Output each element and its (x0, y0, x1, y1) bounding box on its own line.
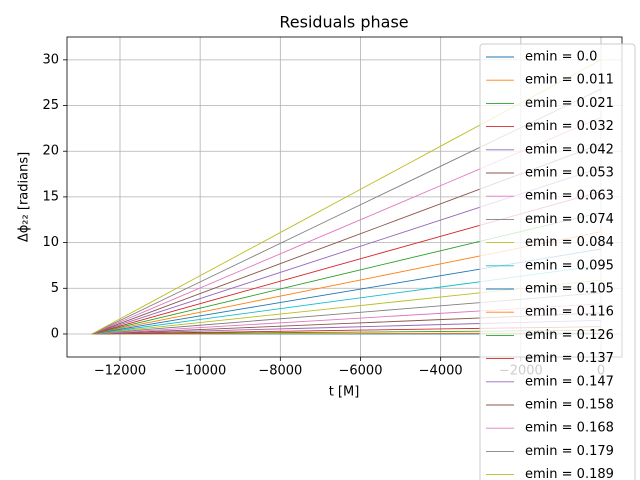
x-tick-label: −8000 (258, 364, 302, 379)
y-tick-label: 20 (42, 144, 59, 159)
x-tick-label: −10000 (174, 364, 226, 379)
legend-label: emin = 0.0 (525, 50, 597, 65)
legend-box (479, 43, 636, 480)
legend-label: emin = 0.074 (525, 212, 614, 227)
legend-label: emin = 0.147 (525, 374, 614, 389)
y-tick-label: 25 (42, 98, 59, 113)
legend-label: emin = 0.011 (525, 73, 614, 88)
legend-label: emin = 0.189 (525, 467, 614, 480)
legend-label: emin = 0.158 (525, 398, 614, 413)
chart-title: Residuals phase (279, 13, 408, 32)
x-tick-label: −6000 (339, 364, 383, 379)
x-axis-label: t [M] (329, 385, 360, 400)
legend-label: emin = 0.021 (525, 96, 614, 111)
legend: emin = 0.0 emin = 0.011 emin = 0.021 emin =… (479, 43, 636, 480)
legend-label: emin = 0.168 (525, 421, 614, 436)
y-tick-label: 30 (42, 52, 59, 67)
legend-label: emin = 0.032 (525, 119, 614, 134)
y-tick-label: 5 (51, 281, 59, 296)
legend-label: emin = 0.084 (525, 235, 614, 250)
legend-label: emin = 0.126 (525, 328, 614, 343)
legend-label: emin = 0.053 (525, 166, 614, 181)
legend-label: emin = 0.137 (525, 351, 614, 366)
y-tick-label: 15 (42, 189, 59, 204)
y-tick-label: 10 (42, 235, 59, 250)
y-axis-label: Δϕ₂₂ [radians] (17, 152, 32, 242)
legend-label: emin = 0.063 (525, 189, 614, 204)
legend-label: emin = 0.095 (525, 258, 614, 273)
legend-label: emin = 0.105 (525, 282, 614, 297)
x-tick-label: −12000 (94, 364, 146, 379)
y-tick-label: 0 (51, 326, 59, 341)
x-tick-label: −4000 (419, 364, 463, 379)
legend-label: emin = 0.116 (525, 305, 614, 320)
legend-label: emin = 0.179 (525, 444, 614, 459)
legend-label: emin = 0.042 (525, 142, 614, 157)
